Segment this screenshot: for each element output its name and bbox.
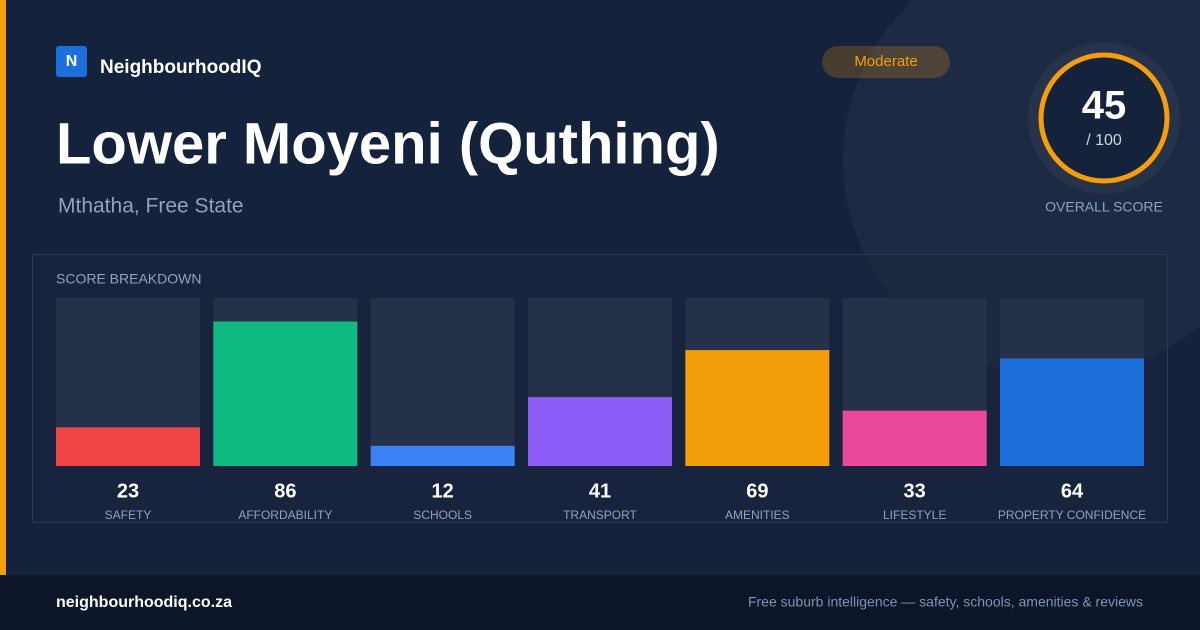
bar	[56, 427, 200, 466]
logo-letter: N	[66, 53, 78, 70]
bar	[685, 350, 830, 466]
score-scale: / 100	[1086, 132, 1122, 149]
bar	[1000, 358, 1144, 466]
title: Lower Moyeni (Quthing)	[56, 111, 720, 176]
footer-tagline: Free suburb intelligence — safety, schoo…	[748, 594, 1143, 610]
badge	[822, 46, 950, 78]
bar	[842, 410, 987, 466]
bar-value: 41	[589, 480, 611, 502]
breakdown-title: SCORE BREAKDOWN	[56, 271, 201, 287]
footer-site: neighbourhoodiq.co.za	[56, 594, 232, 611]
bar-label: SCHOOLS	[413, 508, 472, 522]
footer	[0, 575, 1200, 630]
bar	[370, 445, 515, 466]
bar-track	[370, 298, 515, 466]
bars: 23 SAFETY 86 AFFORDABILITY 12 SCHOOLS 41 TRANSP…	[56, 298, 1146, 522]
bar	[528, 397, 672, 466]
bar-label: AMENITIES	[725, 508, 790, 522]
bar-label: SAFETY	[105, 508, 152, 522]
bar-value: 69	[746, 480, 768, 502]
logo	[56, 46, 87, 77]
bar-label: TRANSPORT	[563, 508, 637, 522]
accent-stripe	[0, 0, 6, 575]
subtitle: Mthatha, Free State	[58, 195, 244, 218]
bar-value: 12	[432, 480, 454, 502]
score-ring	[1038, 52, 1170, 184]
brand-name: NeighbourhoodIQ	[100, 57, 261, 78]
bar-value: 86	[274, 480, 296, 502]
bar-value: 64	[1061, 480, 1084, 502]
bar	[213, 321, 358, 466]
badge-text: Moderate	[854, 53, 917, 70]
bar-label: PROPERTY CONFIDENCE	[998, 508, 1146, 522]
bar-value: 23	[117, 480, 139, 502]
score-value: 45	[1082, 84, 1127, 128]
bar-label: LIFESTYLE	[883, 508, 946, 522]
score-label: OVERALL SCORE	[1045, 199, 1163, 215]
bar-value: 33	[904, 480, 926, 502]
bar-label: AFFORDABILITY	[238, 508, 332, 522]
